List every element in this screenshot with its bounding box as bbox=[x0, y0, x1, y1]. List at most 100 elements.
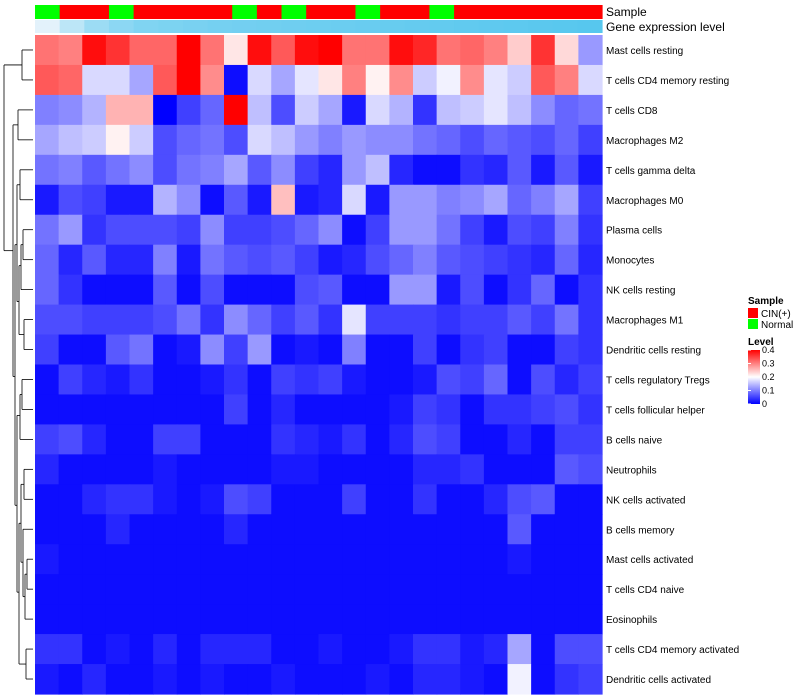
heatmap-cell bbox=[200, 454, 225, 485]
expression-track-cell bbox=[404, 20, 431, 33]
heatmap-cell bbox=[554, 574, 579, 605]
heatmap-cell bbox=[578, 634, 603, 665]
heatmap-cell bbox=[200, 634, 225, 665]
heatmap-cell bbox=[82, 304, 107, 336]
heatmap-cell bbox=[507, 394, 532, 425]
heatmap-cell bbox=[105, 484, 131, 515]
heatmap-cell bbox=[413, 514, 438, 545]
heatmap-cell bbox=[578, 364, 603, 396]
heatmap-cell bbox=[389, 604, 414, 635]
heatmap-cell bbox=[129, 364, 154, 396]
heatmap-cell bbox=[82, 94, 107, 126]
row-label: T cells CD4 naive bbox=[606, 585, 685, 596]
heatmap-cell bbox=[176, 364, 201, 396]
heatmap-cell bbox=[105, 304, 131, 336]
expression-track-cell bbox=[355, 20, 381, 33]
heatmap-cell bbox=[294, 244, 320, 276]
heatmap-cell bbox=[531, 304, 556, 336]
heatmap-cell bbox=[82, 334, 107, 366]
heatmap-cell bbox=[271, 634, 296, 665]
heatmap-cell bbox=[365, 94, 390, 126]
legend-tick-label: 0 bbox=[762, 399, 767, 409]
heatmap-cell bbox=[294, 634, 320, 665]
heatmap-cell bbox=[294, 604, 320, 635]
legend-tick-label: 0.4 bbox=[762, 345, 775, 355]
heatmap-cell bbox=[554, 364, 579, 396]
heatmap-cell bbox=[82, 35, 107, 66]
heatmap-cell bbox=[483, 304, 509, 336]
heatmap-cell bbox=[483, 94, 509, 126]
heatmap-cell bbox=[507, 544, 532, 575]
heatmap-cell bbox=[271, 124, 296, 156]
heatmap-cell bbox=[531, 394, 556, 425]
heatmap-cell bbox=[413, 184, 438, 216]
heatmap-cell bbox=[531, 35, 556, 66]
heatmap-cell bbox=[342, 124, 367, 156]
heatmap-cell bbox=[436, 484, 461, 515]
heatmap-cell bbox=[153, 244, 178, 276]
heatmap-cell bbox=[271, 664, 296, 695]
heatmap-cell bbox=[247, 664, 272, 695]
legend-sample-title: Sample bbox=[748, 296, 784, 307]
expression-track-label: Gene expression level bbox=[606, 20, 725, 34]
heatmap-cell bbox=[129, 574, 154, 605]
sample-track-cell bbox=[207, 5, 233, 19]
heatmap-cell bbox=[105, 604, 131, 635]
heatmap-cell bbox=[153, 604, 178, 635]
heatmap-cell bbox=[318, 394, 343, 425]
heatmap-cell bbox=[224, 35, 249, 66]
heatmap-cell bbox=[58, 64, 83, 96]
legend-tick-label: 0.1 bbox=[762, 386, 775, 396]
heatmap-cell bbox=[247, 574, 272, 605]
heatmap-cell bbox=[342, 484, 367, 515]
heatmap-cell bbox=[436, 664, 461, 695]
heatmap-cell bbox=[578, 64, 603, 96]
heatmap-cell bbox=[413, 214, 438, 246]
heatmap-cell bbox=[578, 454, 603, 485]
heatmap-cell bbox=[129, 304, 154, 336]
heatmap-cell bbox=[294, 544, 320, 575]
heatmap-cell bbox=[247, 244, 272, 276]
heatmap-cell bbox=[342, 304, 367, 336]
heatmap-cell bbox=[436, 634, 461, 665]
heatmap-cell bbox=[483, 544, 509, 575]
heatmap-cell bbox=[129, 94, 154, 126]
heatmap-cell bbox=[58, 124, 83, 156]
heatmap-cell bbox=[129, 454, 154, 485]
heatmap-cell bbox=[436, 364, 461, 396]
row-label: Dendritic cells activated bbox=[606, 675, 711, 686]
heatmap-cell bbox=[200, 64, 225, 96]
heatmap-cell bbox=[271, 484, 296, 515]
heatmap-cell bbox=[389, 214, 414, 246]
heatmap-cell bbox=[483, 634, 509, 665]
heatmap-cell bbox=[200, 154, 225, 186]
heatmap-cell bbox=[460, 184, 485, 216]
heatmap-cell bbox=[176, 394, 201, 425]
expression-track-cell bbox=[454, 20, 480, 33]
heatmap-cell bbox=[35, 244, 60, 276]
heatmap-cell bbox=[271, 64, 296, 96]
heatmap-cell bbox=[554, 544, 579, 575]
heatmap-cell bbox=[247, 94, 272, 126]
heatmap-cell bbox=[105, 94, 131, 126]
heatmap-cell bbox=[105, 364, 131, 396]
heatmap-cell bbox=[531, 274, 556, 306]
heatmap-cell bbox=[531, 154, 556, 186]
heatmap-cell bbox=[129, 394, 154, 425]
heatmap-cell bbox=[483, 35, 509, 66]
heatmap-cell bbox=[578, 484, 603, 515]
heatmap-cell bbox=[365, 544, 390, 575]
heatmap-cell bbox=[176, 634, 201, 665]
heatmap-cell bbox=[318, 35, 343, 66]
sample-track-cell bbox=[35, 5, 61, 19]
sample-track-cell bbox=[429, 5, 455, 19]
heatmap-cell bbox=[318, 634, 343, 665]
heatmap-cell bbox=[436, 214, 461, 246]
heatmap-cell bbox=[507, 244, 532, 276]
sample-track-cell bbox=[528, 5, 554, 19]
heatmap-cell bbox=[460, 244, 485, 276]
heatmap-cell bbox=[153, 364, 178, 396]
heatmap-cell bbox=[294, 304, 320, 336]
heatmap-cell bbox=[507, 274, 532, 306]
heatmap-cell bbox=[578, 574, 603, 605]
